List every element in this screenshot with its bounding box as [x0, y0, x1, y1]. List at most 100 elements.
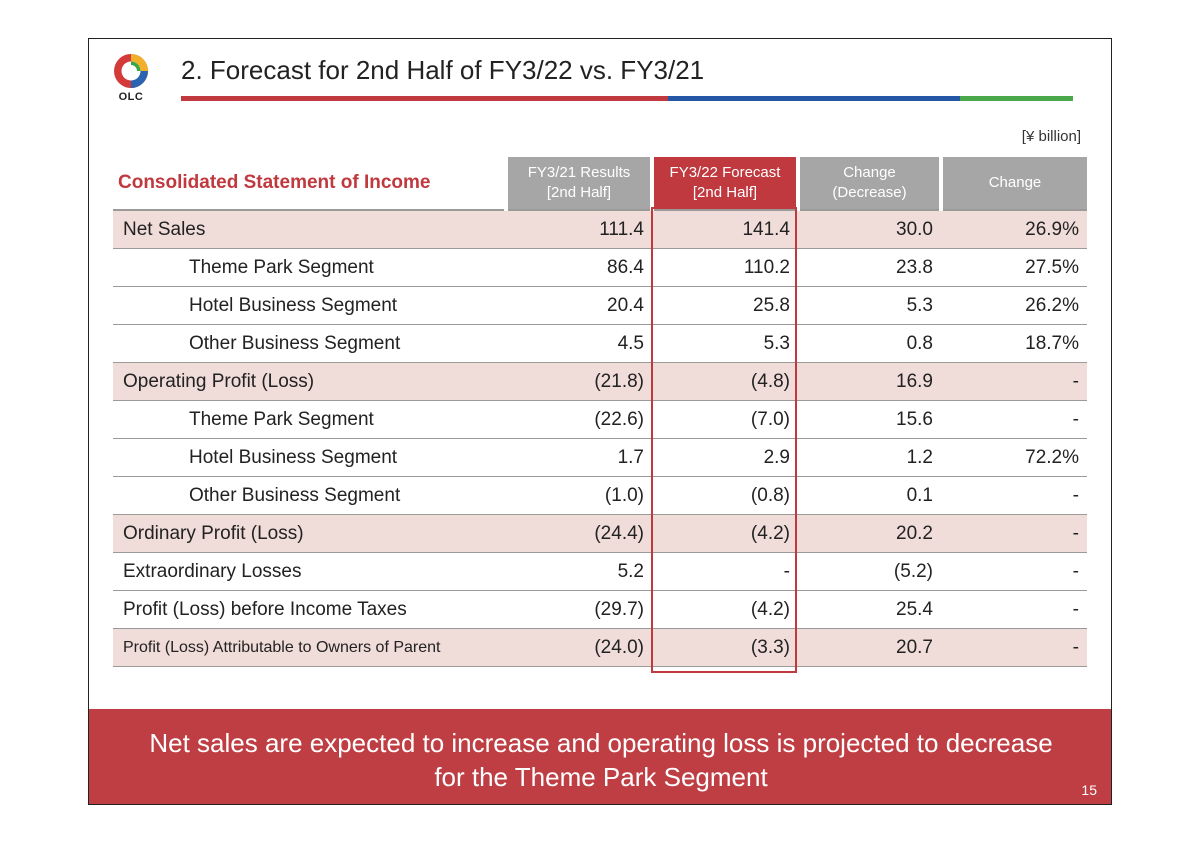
banner-text: Net sales are expected to increase and o…	[89, 726, 1111, 794]
page-number: 15	[1081, 782, 1097, 798]
row-label: Profit (Loss) Attributable to Owners of …	[113, 628, 506, 667]
cell-change-pct: -	[941, 514, 1087, 553]
cell-fy21: 4.5	[506, 324, 652, 363]
unit-label: [¥ billion]	[1021, 128, 1081, 145]
title-rule-red	[181, 96, 668, 101]
cell-fy22-forecast: (4.2)	[652, 514, 798, 553]
column-header-line1: FY3/21 Results	[527, 164, 631, 181]
row-label: Extraordinary Losses	[113, 552, 506, 591]
column-header-forecast: FY3/22 Forecast [2nd Half]	[650, 157, 798, 210]
column-header: FY3/21 Results [2nd Half]	[504, 157, 652, 210]
cell-fy22-forecast: 25.8	[652, 286, 798, 325]
table-row: Profit (Loss) before Income Taxes (29.7)…	[113, 590, 1087, 629]
cell-change: 5.3	[798, 286, 941, 325]
banner-line2: for the Theme Park Segment	[434, 762, 768, 792]
cell-change-pct: -	[941, 552, 1087, 591]
column-header: Change	[939, 157, 1087, 210]
cell-change: 30.0	[798, 209, 941, 249]
cell-fy22-forecast: -	[652, 552, 798, 591]
table-row: Extraordinary Losses 5.2 - (5.2) -	[113, 552, 1087, 591]
table-row: Operating Profit (Loss) (21.8) (4.8) 16.…	[113, 362, 1087, 401]
cell-change: 0.1	[798, 476, 941, 515]
row-label: Other Business Segment	[113, 324, 506, 363]
cell-fy21: (24.4)	[506, 514, 652, 553]
cell-change-pct: -	[941, 476, 1087, 515]
cell-change: 15.6	[798, 400, 941, 439]
olc-logo: OLC	[107, 53, 161, 109]
row-label: Other Business Segment	[113, 476, 506, 515]
table-row: Theme Park Segment 86.4 110.2 23.8 27.5%	[113, 248, 1087, 287]
row-label: Theme Park Segment	[113, 248, 506, 287]
cell-fy22-forecast: (0.8)	[652, 476, 798, 515]
cell-change-pct: -	[941, 400, 1087, 439]
cell-change-pct: 26.2%	[941, 286, 1087, 325]
table-row: Ordinary Profit (Loss) (24.4) (4.2) 20.2…	[113, 514, 1087, 553]
income-statement-table: Consolidated Statement of Income FY3/21 …	[113, 157, 1087, 667]
cell-change-pct: 26.9%	[941, 209, 1087, 249]
cell-change: 1.2	[798, 438, 941, 477]
cell-fy21: 5.2	[506, 552, 652, 591]
cell-change: 23.8	[798, 248, 941, 287]
logo-text: OLC	[118, 91, 144, 103]
olc-logo-icon	[114, 54, 148, 88]
cell-fy22-forecast: (7.0)	[652, 400, 798, 439]
title-rule	[181, 96, 1073, 101]
table-row: Profit (Loss) Attributable to Owners of …	[113, 628, 1087, 667]
banner-line1: Net sales are expected to increase and o…	[149, 728, 1053, 758]
table-header-row: Consolidated Statement of Income FY3/21 …	[113, 157, 1087, 210]
cell-change: 20.2	[798, 514, 941, 553]
cell-change-pct: 18.7%	[941, 324, 1087, 363]
cell-change-pct: 72.2%	[941, 438, 1087, 477]
table-row: Net Sales 111.4 141.4 30.0 26.9%	[113, 209, 1087, 249]
cell-change-pct: -	[941, 628, 1087, 667]
cell-fy22-forecast: (3.3)	[652, 628, 798, 667]
row-label: Profit (Loss) before Income Taxes	[113, 590, 506, 629]
cell-fy22-forecast: 2.9	[652, 438, 798, 477]
row-label: Ordinary Profit (Loss)	[113, 514, 506, 553]
table-row: Theme Park Segment (22.6) (7.0) 15.6 -	[113, 400, 1087, 439]
column-header: Change (Decrease)	[796, 157, 941, 210]
cell-change-pct: -	[941, 590, 1087, 629]
table-row: Hotel Business Segment 20.4 25.8 5.3 26.…	[113, 286, 1087, 325]
cell-fy21: 111.4	[506, 209, 652, 249]
column-header-line2: [2nd Half]	[692, 184, 758, 201]
cell-fy21: (22.6)	[506, 400, 652, 439]
cell-fy22-forecast: 110.2	[652, 248, 798, 287]
cell-change-pct: 27.5%	[941, 248, 1087, 287]
row-label: Hotel Business Segment	[113, 438, 506, 477]
table-title: Consolidated Statement of Income	[113, 157, 506, 210]
slide: OLC 2. Forecast for 2nd Half of FY3/22 v…	[88, 38, 1112, 805]
summary-banner: Net sales are expected to increase and o…	[89, 709, 1111, 804]
cell-fy21: 20.4	[506, 286, 652, 325]
cell-change: 25.4	[798, 590, 941, 629]
cell-fy22-forecast: 141.4	[652, 209, 798, 249]
table-row: Hotel Business Segment 1.7 2.9 1.2 72.2%	[113, 438, 1087, 477]
row-label: Hotel Business Segment	[113, 286, 506, 325]
cell-fy21: 86.4	[506, 248, 652, 287]
cell-change: (5.2)	[798, 552, 941, 591]
cell-fy21: 1.7	[506, 438, 652, 477]
cell-change-pct: -	[941, 362, 1087, 401]
cell-change: 16.9	[798, 362, 941, 401]
row-label: Net Sales	[113, 209, 506, 249]
row-label: Theme Park Segment	[113, 400, 506, 439]
column-header-line1: Change	[843, 164, 896, 181]
title-rule-blue	[668, 96, 960, 101]
title-rule-green	[960, 96, 1073, 101]
cell-fy21: (1.0)	[506, 476, 652, 515]
cell-fy21: (29.7)	[506, 590, 652, 629]
page-title: 2. Forecast for 2nd Half of FY3/22 vs. F…	[181, 55, 705, 85]
column-header-line2: [2nd Half]	[546, 184, 612, 201]
cell-fy21: (21.8)	[506, 362, 652, 401]
cell-fy22-forecast: 5.3	[652, 324, 798, 363]
cell-change: 20.7	[798, 628, 941, 667]
cell-fy22-forecast: (4.8)	[652, 362, 798, 401]
column-header-line1: Change	[988, 174, 1042, 191]
table-row: Other Business Segment 4.5 5.3 0.8 18.7%	[113, 324, 1087, 363]
cell-fy21: (24.0)	[506, 628, 652, 667]
row-label: Operating Profit (Loss)	[113, 362, 506, 401]
cell-fy22-forecast: (4.2)	[652, 590, 798, 629]
cell-change: 0.8	[798, 324, 941, 363]
column-header-line2: (Decrease)	[832, 184, 907, 201]
table-row: Other Business Segment (1.0) (0.8) 0.1 -	[113, 476, 1087, 515]
